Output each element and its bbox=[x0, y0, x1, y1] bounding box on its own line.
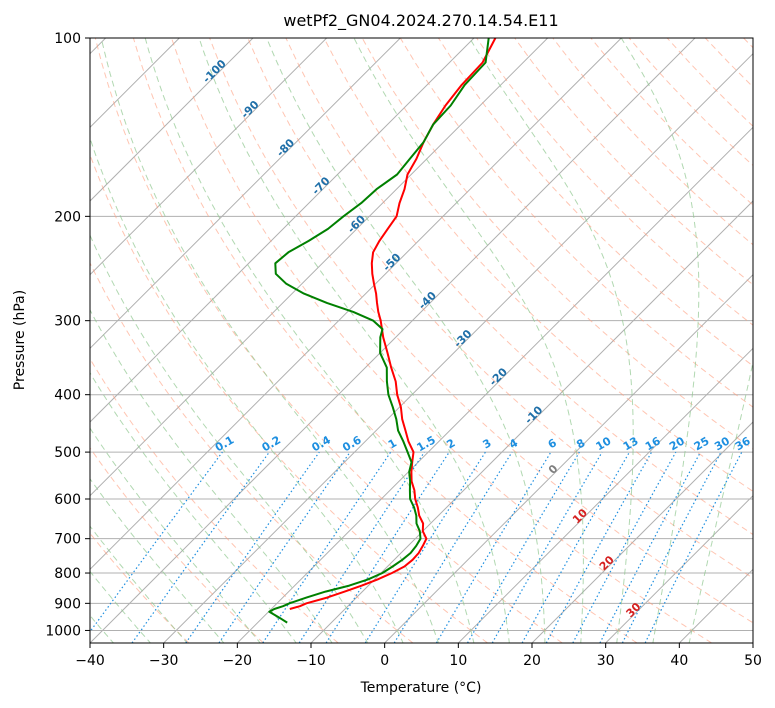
y-tick-label: 500 bbox=[54, 445, 81, 461]
mixing-ratio-line bbox=[644, 451, 743, 643]
moist-adiabat-line bbox=[90, 570, 152, 643]
y-axis-label: Pressure (hPa) bbox=[12, 290, 28, 390]
x-tick-label: 10 bbox=[449, 653, 467, 669]
y-tick-label: 1000 bbox=[45, 623, 81, 639]
y-tick-label: 400 bbox=[54, 388, 81, 404]
y-tick-label: 900 bbox=[54, 596, 81, 612]
isotherm-line bbox=[531, 421, 753, 643]
dry-adiabat-line bbox=[514, 38, 753, 286]
isotherm-line bbox=[90, 38, 696, 643]
isotherm-line bbox=[90, 38, 475, 423]
mixing-ratio-line bbox=[393, 451, 513, 643]
y-axis: 100 200 300 400 500 600 700 800 900 1000 bbox=[45, 31, 90, 639]
isotherm-line bbox=[605, 494, 753, 643]
x-tick-label: −40 bbox=[75, 653, 105, 669]
isotherm-line bbox=[384, 273, 753, 643]
moist-adiabat-line bbox=[90, 371, 297, 643]
dry-adiabat-line bbox=[209, 38, 753, 624]
mixing-ratio-line bbox=[218, 451, 351, 643]
moist-adiabat-line bbox=[90, 136, 404, 643]
x-tick-label: −10 bbox=[296, 653, 326, 669]
isotherm-line bbox=[90, 38, 401, 350]
isotherm-line bbox=[90, 38, 254, 202]
isotherm-line bbox=[90, 38, 622, 571]
mixing-ratio-line bbox=[325, 451, 450, 643]
moist-adiabat-line bbox=[144, 38, 475, 643]
moist-adiabat-line bbox=[90, 309, 333, 643]
moist-adiabat-line bbox=[469, 38, 634, 643]
x-tick-label: 30 bbox=[597, 653, 615, 669]
moist-adiabat-line bbox=[100, 38, 440, 643]
chart-title: wetPf2_GN04.2024.270.14.54.E11 bbox=[283, 11, 558, 31]
dry-adiabat-line bbox=[132, 38, 638, 643]
y-tick-label: 700 bbox=[54, 532, 81, 548]
x-tick-label: −30 bbox=[149, 653, 179, 669]
mixing-ratio-line bbox=[572, 451, 677, 643]
moist-adiabat-line bbox=[90, 233, 369, 643]
moist-adiabat-line bbox=[90, 525, 188, 643]
dewpoint-profile-line bbox=[268, 38, 490, 624]
mixing-ratio-line bbox=[185, 451, 320, 643]
mixing-ratio-line bbox=[521, 451, 631, 643]
y-tick-label: 800 bbox=[54, 566, 81, 582]
dry-adiabat-line bbox=[90, 357, 339, 643]
dry-adiabat-line bbox=[90, 447, 264, 643]
dry-adiabat-line bbox=[247, 38, 753, 579]
isotherm-line bbox=[236, 126, 753, 643]
y-tick-label: 200 bbox=[54, 209, 81, 225]
x-tick-label: 50 bbox=[744, 653, 762, 669]
dry-adiabat-line bbox=[323, 38, 753, 492]
moist-adiabat-line bbox=[688, 359, 753, 643]
dry-adiabat-line bbox=[285, 38, 753, 536]
x-axis: −40 −30 −20 −10 0 10 20 30 40 50 bbox=[75, 643, 762, 669]
x-tick-label: 40 bbox=[670, 653, 688, 669]
mixing-ratio-line bbox=[298, 451, 425, 643]
isotherm-line bbox=[90, 38, 328, 276]
profile-series bbox=[268, 38, 497, 624]
x-tick-label: −20 bbox=[223, 653, 253, 669]
background-lines bbox=[90, 38, 753, 643]
mixing-ratio-line bbox=[545, 451, 653, 643]
moist-adiabat-line bbox=[266, 38, 546, 643]
y-tick-label: 300 bbox=[54, 314, 81, 330]
mixing-ratio-line bbox=[262, 451, 392, 643]
y-tick-label: 600 bbox=[54, 492, 81, 508]
temperature-profile-line bbox=[289, 38, 497, 610]
dry-adiabat-line bbox=[171, 38, 712, 643]
dry-adiabat-line bbox=[94, 38, 563, 643]
dry-adiabat-line bbox=[90, 261, 414, 643]
isotherm-line bbox=[90, 38, 549, 497]
isotherm-line bbox=[457, 347, 753, 643]
x-axis-label: Temperature (°C) bbox=[360, 680, 482, 696]
isotherm-line bbox=[163, 52, 753, 643]
x-tick-label: 20 bbox=[523, 653, 541, 669]
moist-adiabat-line bbox=[90, 477, 225, 643]
mixing-ratio-line bbox=[90, 451, 223, 633]
plot-frame bbox=[89, 37, 754, 644]
moist-adiabat-line bbox=[90, 427, 261, 643]
dry-adiabat-line bbox=[476, 38, 753, 326]
y-tick-label: 100 bbox=[54, 31, 81, 47]
x-tick-label: 0 bbox=[380, 653, 389, 669]
mixing-ratio-line bbox=[131, 451, 270, 643]
moist-adiabat-line bbox=[198, 38, 510, 643]
moist-adiabat-line bbox=[620, 38, 700, 643]
